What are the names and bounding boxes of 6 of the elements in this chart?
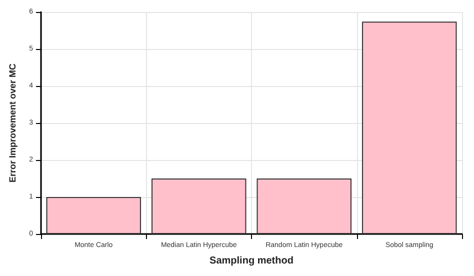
bar bbox=[256, 178, 352, 234]
bar bbox=[46, 197, 141, 234]
bar bbox=[362, 22, 457, 234]
y-axis-title: Error Improvement over MC bbox=[8, 62, 18, 183]
bar bbox=[152, 178, 246, 234]
x-axis-title: Sampling method bbox=[210, 256, 294, 266]
